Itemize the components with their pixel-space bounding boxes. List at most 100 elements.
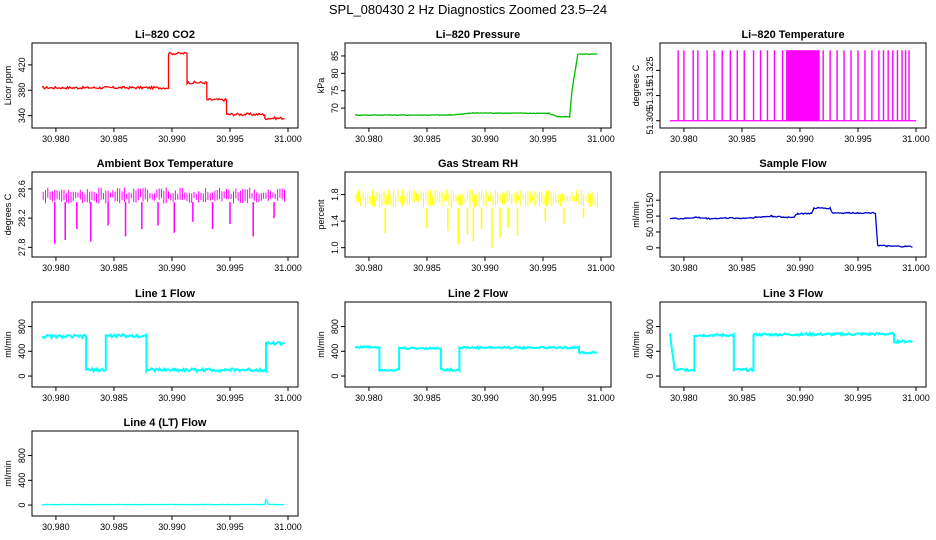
- y-tick-label: 400: [330, 344, 340, 359]
- panel-title: Line 4 (LT) Flow: [124, 417, 207, 429]
- y-tick-label: 380: [17, 83, 27, 98]
- y-tick-label: 51.325: [645, 57, 655, 85]
- plot-frame: [659, 171, 927, 258]
- plot-frame: [344, 42, 612, 129]
- y-tick-label: 1.0: [330, 241, 340, 254]
- y-axis-label: ml/min: [631, 331, 641, 358]
- plot-frame: [344, 171, 612, 258]
- panel-title: Li–820 CO2: [135, 29, 195, 41]
- panel-line3: Line 3 Flow 30.980 30.985 30.990 30.995 31.00…: [631, 288, 930, 403]
- y-tick-label: 1.4: [330, 215, 340, 228]
- y-tick-label: 85: [330, 51, 340, 61]
- y-tick-label: 27.8: [17, 239, 27, 257]
- x-tick-label: 30.980: [42, 134, 70, 144]
- y-tick-label: 100: [645, 209, 655, 224]
- series-line-line-3: [669, 331, 913, 373]
- panel-line4: Line 4 (LT) Flow 30.980 30.985 30.990 30.995…: [3, 417, 302, 532]
- y-axis-label: ml/min: [316, 331, 326, 358]
- series-line-line-1: [41, 332, 286, 375]
- x-tick-label: 30.980: [670, 263, 698, 273]
- x-tick-label: 30.980: [355, 263, 383, 273]
- x-tick-label: 30.980: [355, 393, 383, 403]
- y-tick-label: 400: [17, 473, 27, 488]
- y-tick-label: 51.305: [645, 107, 655, 135]
- plot-frame: [31, 430, 299, 517]
- panel-title: Sample Flow: [759, 158, 827, 170]
- x-tick-label: 31.000: [587, 134, 615, 144]
- panel-title: Line 3 Flow: [763, 288, 823, 300]
- y-tick-label: 800: [17, 448, 27, 463]
- x-tick-label: 30.995: [529, 134, 557, 144]
- x-tick-label: 30.995: [216, 134, 244, 144]
- x-tick-label: 30.985: [413, 393, 441, 403]
- y-tick-label: 0: [330, 374, 340, 379]
- y-tick-label: 800: [330, 319, 340, 334]
- x-tick-label: 31.000: [902, 263, 930, 273]
- panel-title: Line 2 Flow: [448, 288, 508, 300]
- plot-frame: [31, 42, 299, 129]
- x-tick-label: 30.990: [471, 393, 499, 403]
- y-tick-label: 800: [17, 319, 27, 334]
- x-tick-label: 30.995: [844, 393, 872, 403]
- series-band: [42, 187, 285, 204]
- x-tick-label: 30.995: [216, 263, 244, 273]
- dense-region: [786, 50, 820, 121]
- x-tick-label: 30.985: [100, 134, 128, 144]
- y-tick-label: 0: [645, 374, 655, 379]
- x-tick-label: 30.995: [216, 393, 244, 403]
- panel-li820temp: Li–820 Temperature 30.980 30.985 30.990 30.9…: [631, 29, 930, 144]
- plot-frame: [659, 42, 927, 129]
- x-tick-label: 30.985: [100, 263, 128, 273]
- y-axis-label: Licor ppm: [3, 66, 13, 106]
- series-line-line-4: [42, 498, 285, 506]
- panel-title: Li–820 Pressure: [436, 29, 520, 41]
- plot-frame: [31, 171, 299, 258]
- y-tick-label: 0: [17, 503, 27, 508]
- y-tick-label: 1.8: [330, 188, 340, 201]
- panel-line2: Line 2 Flow 30.980 30.985 30.990 30.995 31.00…: [316, 288, 615, 403]
- y-tick-label: 340: [17, 108, 27, 123]
- x-tick-label: 30.980: [355, 134, 383, 144]
- x-tick-label: 30.990: [158, 263, 186, 273]
- x-tick-label: 30.990: [158, 393, 186, 403]
- x-tick-label: 30.980: [670, 134, 698, 144]
- y-tick-label: 80: [330, 68, 340, 78]
- y-axis-label: ml/min: [3, 460, 13, 487]
- panel-co2: Li–820 CO2 30.980 30.985 30.990 30.995 31.000…: [3, 29, 302, 144]
- x-tick-label: 30.995: [529, 393, 557, 403]
- y-tick-label: 50: [645, 227, 655, 237]
- plot-frame: [344, 301, 612, 388]
- y-tick-label: 51.315: [645, 82, 655, 110]
- x-tick-label: 30.985: [728, 393, 756, 403]
- y-axis-label: degrees C: [631, 64, 641, 106]
- panel-title: Line 1 Flow: [135, 288, 195, 300]
- x-tick-label: 30.990: [158, 134, 186, 144]
- y-tick-label: 400: [17, 344, 27, 359]
- y-tick-label: 28.6: [17, 180, 27, 198]
- x-tick-label: 31.000: [274, 393, 302, 403]
- panel-sampleflow: Sample Flow 30.980 30.985 30.990 30.995 31.00…: [631, 158, 930, 273]
- x-tick-label: 30.985: [100, 522, 128, 532]
- panel-title: Li–820 Temperature: [741, 29, 844, 41]
- x-tick-label: 30.980: [42, 393, 70, 403]
- plot-frame: [31, 301, 299, 388]
- panel-boxtemp: Ambient Box Temperature 30.980 30.985 30.99…: [3, 158, 302, 273]
- y-tick-label: 0: [645, 245, 655, 250]
- series-band: [355, 189, 598, 208]
- x-tick-label: 31.000: [274, 134, 302, 144]
- panel-pressure: Li–820 Pressure 30.980 30.985 30.990 30.995 3…: [316, 29, 615, 144]
- y-axis-label: kPa: [316, 78, 326, 94]
- panel-line1: Line 1 Flow 30.980 30.985 30.990 30.995 31.00…: [3, 288, 302, 403]
- x-tick-label: 31.000: [902, 393, 930, 403]
- x-tick-label: 30.980: [670, 393, 698, 403]
- y-tick-label: 0: [17, 374, 27, 379]
- y-tick-label: 800: [645, 319, 655, 334]
- panel-title: Gas Stream RH: [438, 158, 518, 170]
- x-tick-label: 30.990: [786, 263, 814, 273]
- x-tick-label: 30.995: [844, 263, 872, 273]
- y-axis-label: degrees C: [3, 193, 13, 235]
- y-tick-label: 70: [330, 103, 340, 113]
- page-title: SPL_080430 2 Hz Diagnostics Zoomed 23.5–…: [328, 2, 608, 17]
- x-tick-label: 30.980: [42, 522, 70, 532]
